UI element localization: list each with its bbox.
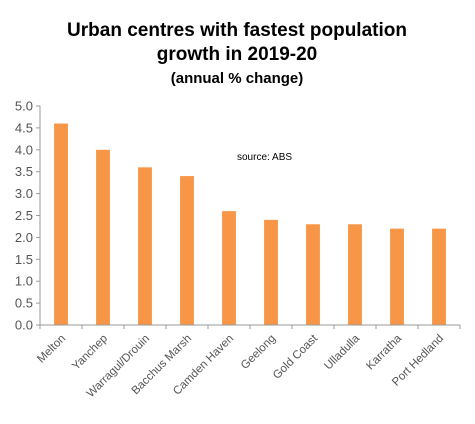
- y-tick-label: 0.0: [15, 318, 33, 333]
- bar: [96, 149, 110, 325]
- x-tick-label: Geelong: [239, 333, 278, 372]
- chart-title-line-1: Urban centres with fastest population: [67, 20, 407, 41]
- y-tick-label: 2.0: [15, 230, 33, 245]
- bar: [432, 228, 446, 325]
- chart-title-line-2: growth in 2019-20: [157, 44, 318, 65]
- bar: [138, 167, 152, 325]
- bars: [54, 123, 446, 326]
- y-tick-label: 4.0: [15, 142, 33, 157]
- x-tick-label: Yanchep: [70, 333, 110, 373]
- bar: [264, 219, 278, 325]
- y-tick-label: 2.5: [15, 208, 33, 223]
- bar: [180, 176, 194, 325]
- y-tick-label: 4.5: [15, 120, 33, 135]
- x-tick-label: Melton: [35, 333, 68, 366]
- y-tick-label: 1.0: [15, 274, 33, 289]
- x-tick-label: Gold Coast: [271, 332, 321, 382]
- x-tick-label: Karratha: [364, 332, 404, 372]
- y-tick-label: 1.5: [15, 252, 33, 267]
- bar: [306, 224, 320, 325]
- source-annotation: source: ABS: [237, 152, 292, 163]
- bar: [348, 224, 362, 325]
- y-tick-label: 0.5: [15, 296, 33, 311]
- y-tick-label: 3.0: [15, 186, 33, 201]
- y-axis: 0.0 0.5 1.0 1.5 2.0 2.5 3.0 3.5 4.0 4.5 5.0: [15, 99, 41, 333]
- x-tick-label: Ulladulla: [322, 332, 362, 372]
- bar: [54, 123, 68, 326]
- bar: [390, 228, 404, 325]
- chart-subtitle: (annual % change): [171, 70, 304, 87]
- y-tick-label: 3.5: [15, 164, 33, 179]
- bar: [222, 211, 236, 325]
- y-tick-label: 5.0: [15, 99, 33, 114]
